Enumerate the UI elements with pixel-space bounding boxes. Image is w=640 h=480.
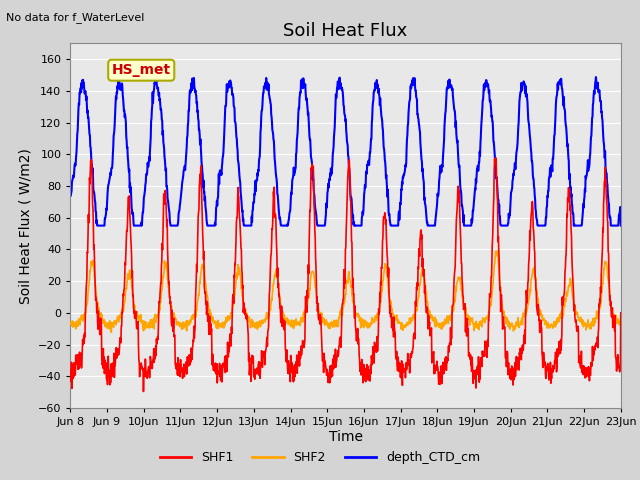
SHF1 (140, 389, 147, 395)
Line: SHF1: SHF1 (70, 158, 621, 392)
Title: Soil Heat Flux: Soil Heat Flux (284, 22, 408, 40)
depth_CTD_cm (189, 85, 197, 91)
SHF1 (189, 337, 197, 343)
Line: SHF2: SHF2 (70, 251, 621, 333)
SHF1 (176, 361, 184, 367)
SHF1 (251, 376, 259, 382)
depth_CTD_cm (93, 223, 101, 228)
depth_CTD_cm (552, 104, 559, 110)
SHF2 (67, 319, 74, 325)
Text: HS_met: HS_met (112, 63, 171, 77)
SHF1 (67, 367, 74, 372)
SHF2 (251, 320, 259, 326)
depth_CTD_cm (617, 223, 625, 228)
SHF2 (617, 310, 625, 316)
SHF2 (189, 312, 197, 317)
Legend: SHF1, SHF2, depth_CTD_cm: SHF1, SHF2, depth_CTD_cm (155, 446, 485, 469)
SHF1 (552, 353, 560, 359)
SHF2 (552, 319, 560, 324)
SHF2 (108, 330, 115, 336)
SHF2 (431, 324, 439, 329)
depth_CTD_cm (176, 203, 184, 209)
SHF2 (504, 317, 511, 323)
SHF1 (492, 155, 500, 161)
depth_CTD_cm (592, 74, 600, 80)
Text: No data for f_WaterLevel: No data for f_WaterLevel (6, 12, 145, 23)
SHF2 (176, 324, 184, 330)
X-axis label: Time: Time (328, 430, 363, 444)
depth_CTD_cm (67, 193, 74, 199)
Line: depth_CTD_cm: depth_CTD_cm (70, 77, 621, 226)
depth_CTD_cm (431, 219, 439, 225)
SHF1 (431, 365, 439, 371)
SHF1 (617, 310, 625, 316)
Y-axis label: Soil Heat Flux ( W/m2): Soil Heat Flux ( W/m2) (19, 148, 32, 303)
SHF2 (493, 248, 501, 254)
depth_CTD_cm (251, 192, 259, 198)
SHF1 (504, 350, 511, 356)
depth_CTD_cm (504, 223, 511, 228)
